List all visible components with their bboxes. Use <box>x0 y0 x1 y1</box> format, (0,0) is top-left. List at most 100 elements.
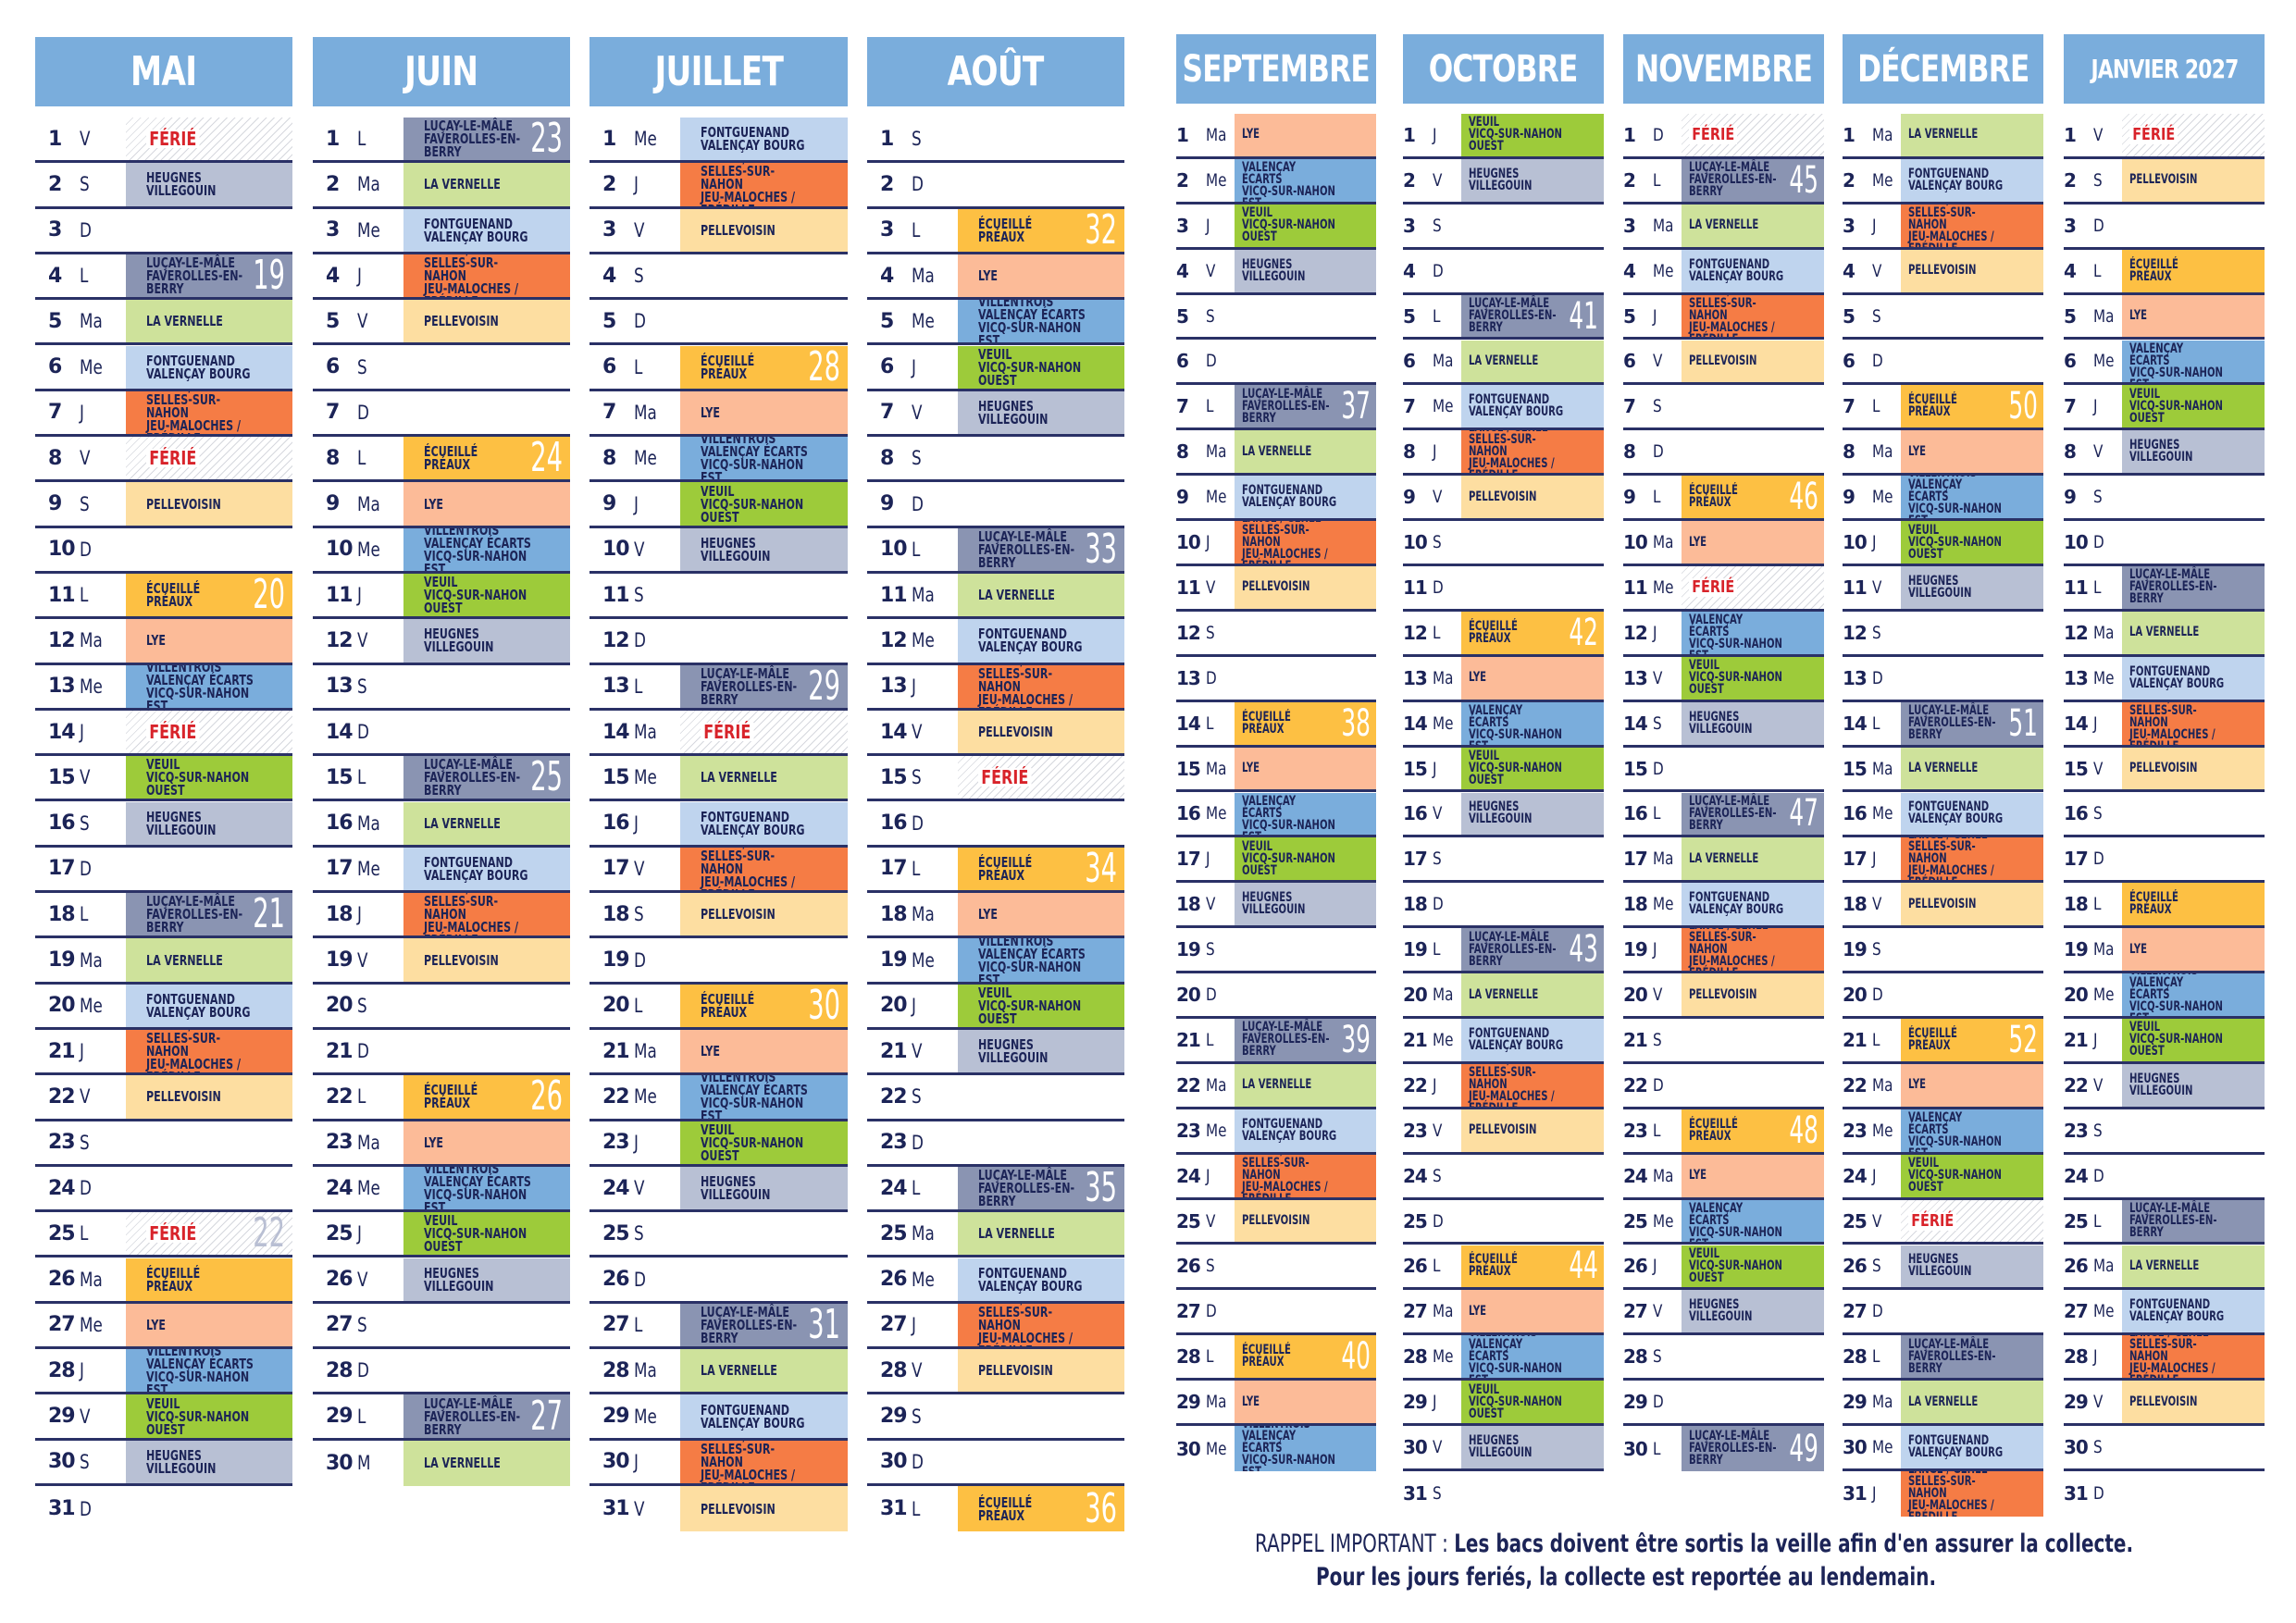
weekday: L <box>357 447 366 470</box>
day-number: 22 <box>880 1084 908 1109</box>
day-number: 14 <box>326 720 354 744</box>
day-number: 21 <box>1623 1028 1648 1051</box>
day-number: 3 <box>1403 214 1416 237</box>
collection-slot: LA VERNELLE <box>126 938 292 982</box>
day-number: 26 <box>326 1268 354 1292</box>
day-row: 24 S <box>1403 1155 1604 1200</box>
empty-slot <box>2122 521 2265 564</box>
day-row: 10JLANGÉ / GEHÉE SELLES-SUR-NAHON JEU-MA… <box>1176 521 1376 566</box>
day-number: 20 <box>1843 984 1868 1007</box>
day-row: 17 D <box>35 848 292 894</box>
collection-slot: LYE <box>2122 294 2265 338</box>
day-cell: 20 L <box>590 985 680 1027</box>
collection-slot: LUÇAY-LE-MÂLE FAVEROLLES-EN-BERRY 29 <box>680 664 848 708</box>
weekday: L <box>80 903 89 926</box>
day-row: 30JLANGÉ / GEHÉE SELLES-SUR-NAHON JEU-MA… <box>590 1440 848 1486</box>
collection-slot: LUÇAY-LE-MÂLE FAVEROLLES-EN-BERRY 21 <box>126 893 292 936</box>
day-row: 22 Ma LYE <box>1843 1063 2043 1109</box>
collection-zones: LUÇAY-LE-MÂLE FAVEROLLES-EN-BERRY <box>978 1167 1075 1210</box>
weekday: D <box>1653 124 1664 145</box>
reminder-label: RAPPEL IMPORTANT : <box>1255 1530 1455 1558</box>
day-row: 16 S <box>2064 793 2265 838</box>
day-cell: 20 D <box>1843 973 1901 1016</box>
collection-slot: HEUGNES VILLEGOUIN <box>403 1258 570 1301</box>
collection-slot: LANGÉ / GEHÉE SELLES-SUR-NAHON JEU-MALOC… <box>2122 701 2265 745</box>
day-row: 17 L ÉCUEILLÉ PRÉAUX 34 <box>867 847 1124 894</box>
weekday: Ma <box>912 903 935 926</box>
day-row: 4JLANGÉ / GEHÉE SELLES-SUR-NAHON JEU-MAL… <box>313 254 570 301</box>
day-number: 5 <box>1623 304 1636 328</box>
collection-zones: LA VERNELLE <box>146 313 223 330</box>
collection-slot: VEUIL VICQ-SUR-NAHON OUEST <box>680 482 848 526</box>
day-row: 13 Me VILLENTROIS VALENÇAY ÉCARTS VICQ-SUR… <box>35 664 292 711</box>
day-cell: 24 V <box>590 1167 680 1209</box>
empty-slot <box>958 163 1124 205</box>
day-number: 1 <box>1176 123 1189 146</box>
day-number: 12 <box>880 628 908 652</box>
collection-zones: LUÇAY-LE-MÂLE FAVEROLLES-EN- BERRY <box>1469 296 1557 336</box>
day-row: 18 L ÉCUEILLÉ PRÉAUX <box>2064 883 2265 929</box>
day-cell: 9 Me <box>1843 476 1901 518</box>
week-number: 28 <box>808 345 840 389</box>
weekday: Ma <box>2093 622 2115 643</box>
month-title: OCTOBRE <box>1429 47 1579 91</box>
day-cell: 30 Me <box>1843 1426 1901 1468</box>
collection-slot: FONTGUENAND VALENÇAY BOURG <box>1461 1019 1604 1061</box>
collection-zones: LANGÉ / GEHÉE SELLES-SUR-NAHON JEU-MALOC… <box>1689 295 1775 338</box>
day-cell: 25 S <box>590 1212 680 1255</box>
holiday-label: FÉRIÉ <box>146 130 200 149</box>
empty-slot <box>1461 1471 1604 1517</box>
day-row: 15 Ma LYE <box>1176 747 1376 793</box>
weekday: V <box>2093 758 2104 779</box>
empty-slot <box>1235 973 1376 1016</box>
day-cell: 18 L <box>35 893 126 935</box>
weekday: L <box>1872 712 1880 734</box>
day-row: 17 S <box>1403 837 1604 884</box>
day-number: 22 <box>1176 1073 1201 1096</box>
day-row: 5 Me VILLENTROIS VALENÇAY ÉCARTS VICQ-SUR-… <box>867 300 1124 346</box>
day-cell: 1 Ma <box>1176 114 1235 156</box>
day-row: 4 V PELLEVOISIN <box>1843 249 2043 295</box>
day-number: 2 <box>1623 168 1636 192</box>
weekday: L <box>1653 487 1661 508</box>
day-number: 15 <box>1176 757 1201 780</box>
weekday: S <box>634 584 644 607</box>
week-number: 41 <box>1569 294 1598 338</box>
day-cell: 30 V <box>1403 1426 1461 1468</box>
day-row: 9 S PELLEVOISIN <box>35 482 292 528</box>
weekday: L <box>1872 1346 1880 1368</box>
day-number: 28 <box>1403 1345 1428 1369</box>
empty-slot <box>680 1258 848 1301</box>
weekday: J <box>634 1131 639 1154</box>
weekday: D <box>912 492 924 515</box>
weekday: V <box>357 1268 368 1291</box>
day-row: 30 S HEUGNES VILLEGOUIN <box>35 1440 292 1486</box>
collection-zones: FONTGUENAND VALENÇAY BOURG <box>701 124 805 155</box>
collection-zones: LUÇAY-LE-MÂLE FAVEROLLES-EN-BERRY <box>146 893 243 936</box>
day-row: 13 Me FONTGUENAND VALENÇAY BOURG <box>2064 656 2265 702</box>
collection-zones: VILLENTROIS VALENÇAY ÉCARTS VICQ-SUR-NAH… <box>1242 793 1335 836</box>
day-row: 9 L ÉCUEILLÉ PRÉAUX 46 <box>1623 476 1824 522</box>
weekday: D <box>2093 1165 2104 1186</box>
day-row: 5 V PELLEVOISIN <box>313 300 570 346</box>
day-cell: 24 J <box>1176 1155 1235 1197</box>
day-row: 14JLANGÉ / GEHÉE SELLES-SUR-NAHON JEU-MA… <box>2064 701 2265 748</box>
day-number: 26 <box>1403 1255 1428 1278</box>
collection-slot: LYE <box>1682 521 1824 564</box>
day-number: 28 <box>48 1358 76 1382</box>
weekday: Ma <box>1653 532 1674 553</box>
collection-slot: LUÇAY-LE-MÂLE FAVEROLLES-EN- BERRY <box>2122 566 2265 609</box>
day-cell: 18 J <box>313 893 403 935</box>
day-row: 7 L LUÇAY-LE-MÂLE FAVEROLLES-EN- BERRY 37 <box>1176 385 1376 431</box>
weekday: V <box>912 401 923 424</box>
collection-zones: LANGÉ / GEHÉE SELLES-SUR-NAHON JEU-MALOC… <box>1242 521 1328 564</box>
weekday: S <box>1433 215 1442 236</box>
weekday: L <box>634 675 643 698</box>
collection-slot: ÉCUEILLÉ PRÉAUX 40 <box>1235 1335 1376 1379</box>
day-number: 10 <box>326 538 354 562</box>
day-number: 19 <box>326 948 354 973</box>
